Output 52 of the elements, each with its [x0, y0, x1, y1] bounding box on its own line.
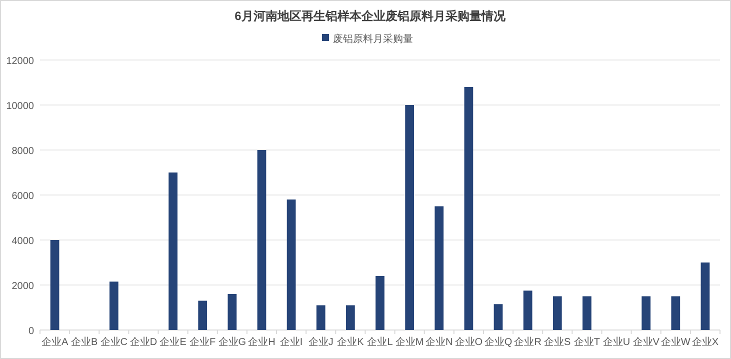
y-tick-label: 8000 — [12, 146, 34, 157]
legend-label: 废铝原料月采购量 — [333, 33, 413, 45]
x-tick-label: 企业N — [426, 336, 453, 348]
x-tick-label: 企业E — [160, 336, 187, 348]
x-tick-label: 企业Q — [484, 336, 512, 348]
chart-title: 6月河南地区再生铝样本企业废铝原料月采购量情况 — [234, 9, 506, 23]
x-tick-label: 企业I — [280, 336, 303, 348]
x-tick-label: 企业B — [71, 336, 98, 348]
bar — [700, 262, 710, 330]
bar — [168, 172, 178, 330]
y-tick-label: 2000 — [12, 281, 34, 292]
bar — [316, 305, 326, 330]
bar — [346, 305, 355, 330]
x-tick-label: 企业X — [692, 336, 719, 348]
x-tick-label: 企业F — [190, 336, 216, 348]
x-tick-label: 企业U — [602, 336, 630, 348]
x-tick-label: 企业K — [337, 336, 364, 348]
x-tick-label: 企业H — [248, 336, 276, 348]
x-tick-label: 企业T — [574, 336, 600, 348]
y-tick-label: 10000 — [6, 101, 34, 112]
x-tick-label: 企业M — [395, 336, 424, 348]
bar — [642, 296, 651, 330]
bar — [109, 282, 118, 330]
x-tick-label: 企业R — [514, 336, 542, 348]
bar — [376, 276, 384, 330]
x-tick-label: 企业L — [367, 336, 394, 348]
bar — [494, 304, 503, 330]
x-tick-label: 企业S — [544, 336, 572, 348]
bar — [523, 290, 532, 330]
x-tick-label: 企业V — [632, 336, 660, 348]
bar — [257, 150, 266, 330]
bar — [582, 296, 592, 330]
bar — [405, 105, 414, 330]
bar — [286, 200, 296, 330]
x-tick-label: 企业O — [454, 336, 483, 348]
bar — [50, 240, 60, 330]
bar — [434, 206, 444, 330]
x-tick-label: 企业D — [130, 336, 158, 348]
bar — [228, 294, 237, 330]
bar — [198, 300, 208, 330]
x-tick-label: 企业A — [41, 336, 68, 348]
y-tick-label: 0 — [28, 326, 34, 337]
x-tick-label: 企业C — [100, 336, 128, 348]
bar — [552, 296, 562, 330]
bar — [671, 296, 680, 330]
x-tick-label: 企业G — [218, 336, 246, 348]
y-tick-label: 4000 — [12, 236, 34, 247]
y-tick-label: 12000 — [6, 56, 34, 67]
x-tick-label: 企业J — [308, 336, 334, 348]
x-tick-label: 企业W — [660, 336, 691, 348]
bar — [464, 87, 474, 330]
y-tick-label: 6000 — [12, 191, 34, 202]
